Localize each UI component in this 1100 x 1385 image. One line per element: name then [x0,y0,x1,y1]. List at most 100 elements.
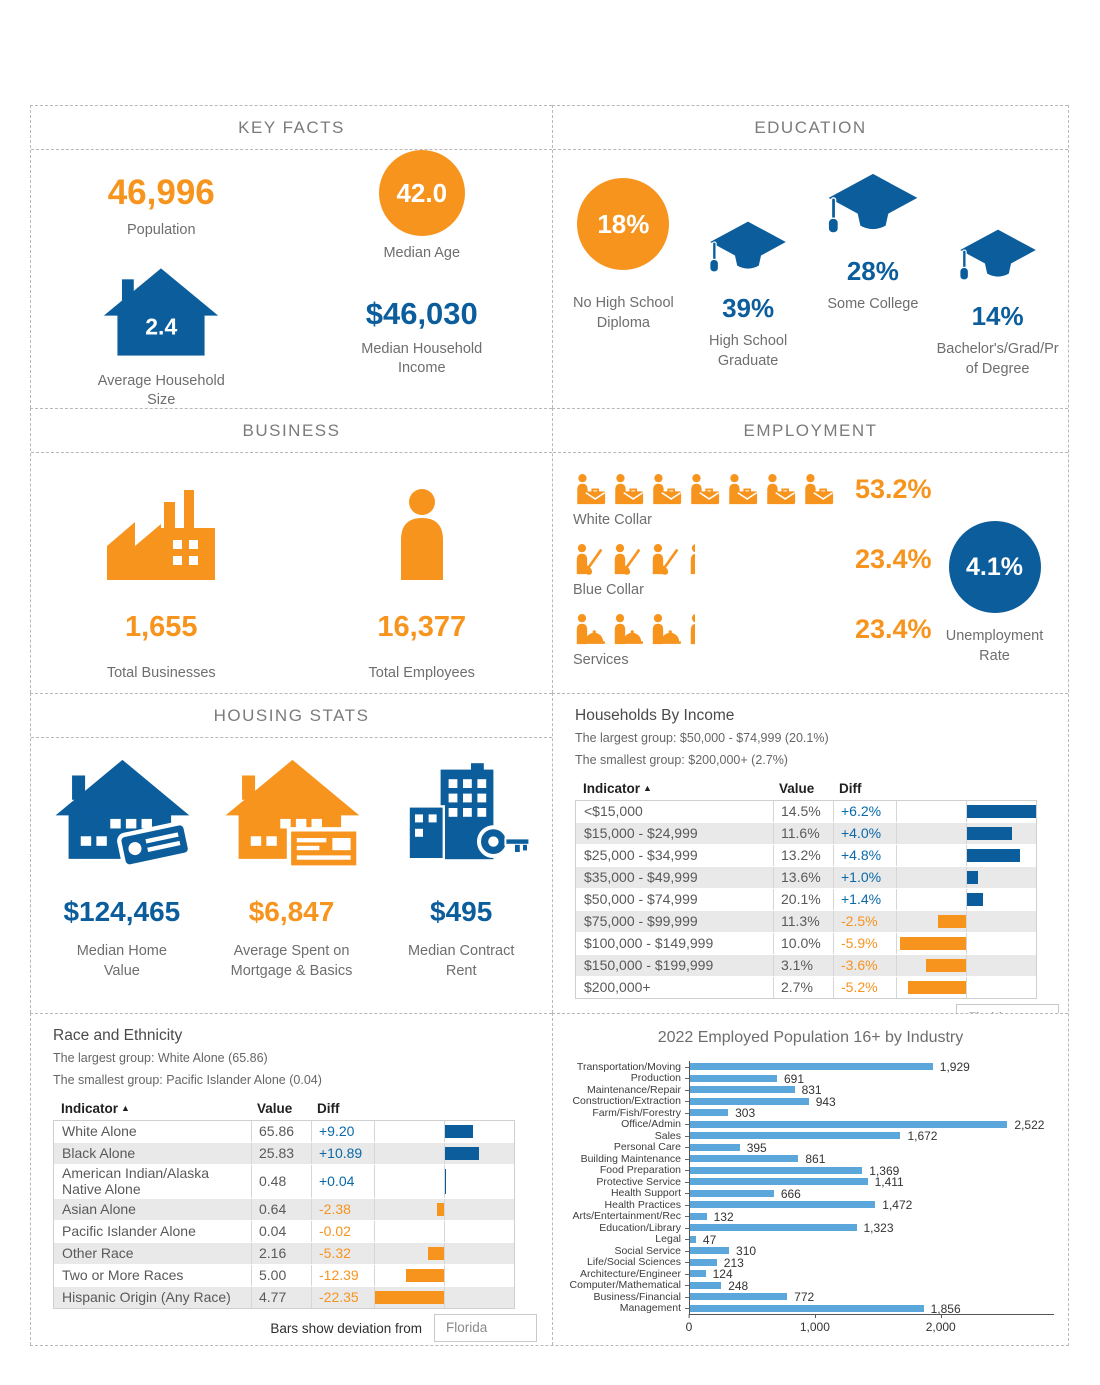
bar-track: 213 [685,1256,1054,1270]
panel-households-by-income: Households By Income The largest group: … [552,693,1068,1013]
indicator-cell: $15,000 - $24,999 [584,825,698,842]
indicator-cell: $150,000 - $199,999 [584,957,714,974]
bar-track: 310 [685,1244,1054,1258]
chart-row: Office/Admin 2,522 [569,1118,1054,1132]
households-by-income-table: Indicator ▲ Value Diff <$15,000 14.5% +6.2% $15… [575,776,1068,1000]
median-age-value: 42.0 [396,177,448,208]
chart-row: Sales 1,672 [569,1129,1054,1143]
deviation-bar-cell [896,933,1036,955]
table-row: $35,000 - $49,999 13.6% +1.0% [576,866,1036,889]
bar-positive-half [966,867,1036,889]
bar-value-label: 861 [805,1152,826,1166]
category-label: Office/Admin [621,1118,681,1131]
bar-value-label: 248 [728,1278,749,1293]
employment-title: EMPLOYMENT [553,409,1068,453]
deviation-bar-cell [896,801,1036,823]
category-label: Life/Social Sciences [587,1256,681,1269]
value-cell: 0.64 [251,1199,311,1221]
services-label: Services [573,652,629,668]
bar-value-label: 1,411 [874,1175,904,1189]
bar-positive-half [966,845,1036,867]
blue-collar-label: Blue Collar [573,582,644,598]
chart-row: Health Practices 1,472 [569,1198,1054,1212]
x-axis: 0 1,000 2,000 [686,1314,1054,1339]
deviation-bar-cell [374,1287,514,1309]
income-deviation-note: Bars show deviation from [792,1011,944,1013]
bar-positive-half [444,1165,514,1199]
bar-negative-half [897,955,966,976]
bar-track: 132 [685,1210,1054,1224]
income-deviation-region-dropdown[interactable]: Florida [956,1004,1059,1013]
bar-positive-half [444,1143,514,1165]
chart-row: Health Support 666 [569,1187,1054,1201]
value-cell: 2.7% [773,977,833,999]
chart-row: Architecture/Engineer 124 [569,1267,1054,1281]
x-axis-tick-label: 2,000 [925,1314,956,1334]
indicator-cell: Other Race [62,1244,134,1261]
bar-negative-half [897,889,966,910]
deviation-bar-cell [374,1165,514,1199]
industry-bar [690,1155,799,1162]
person-icon [387,473,457,583]
category-label: Architecture/Engineer [580,1267,681,1280]
panel-employment: EMPLOYMENT 53.2% White Collar 23.4% Blue… [552,408,1068,693]
blue-collar-pct: 23.4% [855,543,932,574]
category-label: Sales [654,1129,681,1142]
value-cell: 0.48 [251,1165,311,1199]
value-cell: 65.86 [251,1121,311,1143]
chart-row: Protective Service 1,411 [569,1175,1054,1189]
bar-track: 2,522 [685,1118,1054,1132]
bar-negative-half [375,1221,444,1242]
bar-negative-half [375,1265,444,1286]
indicator-cell: $75,000 - $99,999 [584,913,698,930]
table-row: Hispanic Origin (Any Race) 4.77 -22.35 [54,1286,514,1309]
indicator-cell: $25,000 - $34,999 [584,847,698,864]
population-stat: 46,996 Population [31,150,292,264]
bar-negative-half [375,1199,444,1220]
table-row: $75,000 - $99,999 11.3% -2.5% [576,910,1036,933]
bar-track: 1,411 [685,1175,1054,1189]
bar-track: 1,856 [685,1302,1054,1316]
blue-collar-worker-icon-partial [687,542,695,576]
deviation-bar-cell [896,867,1036,889]
value-column-header: Value [779,780,815,796]
race-deviation-region-dropdown[interactable]: Florida [434,1314,537,1343]
industry-bar [690,1086,795,1093]
unemployment-rate-label: Unemployment Rate [945,628,1044,664]
deviation-bar-cell [374,1143,514,1165]
indicator-cell: $35,000 - $49,999 [584,869,698,886]
chart-row: Business/Financial 772 [569,1290,1054,1304]
no-diploma-pct: 18% [597,208,650,239]
households-by-income-sort-header[interactable]: Indicator ▲ [583,780,652,796]
deviation-bar-cell [374,1121,514,1143]
bar-negative-half [897,823,966,844]
chart-row: Life/Social Sciences 213 [569,1256,1054,1270]
deviation-bar [967,871,979,885]
bar-negative-half [897,801,966,822]
panel-race-and-ethnicity: Race and Ethnicity The largest group: Wh… [30,1013,552,1345]
education-some-college: 28% Some College [811,150,936,408]
industry-bar [690,1178,868,1185]
panel-business: BUSINESS 1,655 Total Busines [30,408,552,693]
deviation-bar [375,1291,444,1305]
table-row: Black Alone 25.83 +10.89 [54,1142,514,1165]
bar-value-label: 1,369 [869,1163,900,1178]
bar-positive-half [966,933,1036,955]
white-collar-group: 53.2% White Collar [573,469,941,529]
deviation-bar-cell [896,911,1036,933]
table-row: Two or More Races 5.00 -12.39 [54,1264,514,1287]
panel-industry-chart: 2022 Employed Population 16+ by Industry… [552,1013,1068,1345]
infographic-grid: KEY FACTS 46,996 Population 42.0 Median … [30,105,1069,1346]
chart-row: Arts/Entertainment/Rec 132 [569,1210,1054,1224]
race-and-ethnicity-sort-header[interactable]: Indicator ▲ [61,1100,130,1116]
value-cell: 4.77 [251,1287,311,1309]
y-axis-line [689,1061,690,1314]
industry-bar [690,1109,729,1116]
category-label: Transportation/Moving [576,1060,681,1073]
white-collar-pct: 53.2% [855,473,932,504]
bar-track: 395 [685,1141,1054,1155]
bar-value-label: 1,472 [882,1198,913,1212]
indicator-cell: <$15,000 [584,803,643,820]
white-collar-worker-icon [687,472,721,506]
deviation-bar-cell [374,1265,514,1287]
